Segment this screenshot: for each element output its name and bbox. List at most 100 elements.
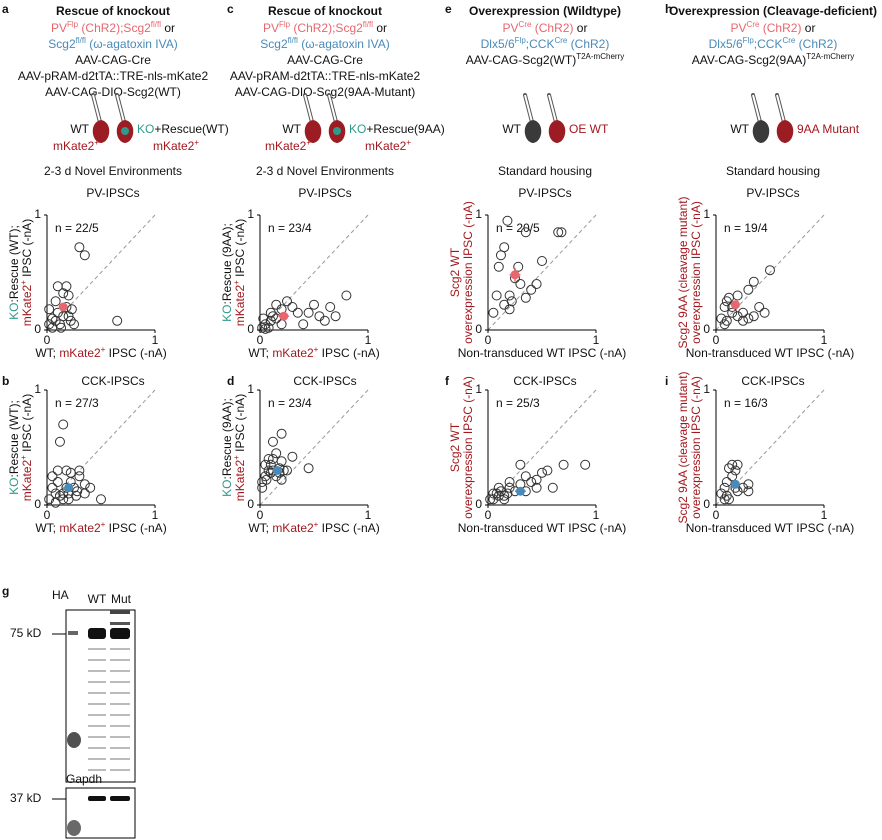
data-point — [303, 463, 314, 474]
panel-letter: a — [2, 2, 9, 16]
construct-line: Dlx5/6Flp;CCKCre (ChR2) — [481, 36, 610, 51]
panel-letter: i — [665, 374, 668, 388]
text-segment: or — [161, 21, 175, 35]
data-point — [738, 482, 748, 493]
y-tick-label: 1 — [475, 207, 482, 221]
text-segment: OE WT — [569, 122, 609, 136]
y-tick-label: 0 — [475, 497, 482, 511]
x-axis-label: WT; mKate2+ IPSC (-nA) — [35, 520, 166, 535]
data-point — [491, 290, 502, 301]
electrode-tip — [548, 94, 557, 123]
y-tick-label: 0 — [475, 322, 482, 336]
panel-subtitle: PV-IPSCs — [746, 186, 799, 200]
cell-sublabel: mKate2+ — [365, 138, 411, 153]
nucleus-marker — [121, 127, 129, 135]
text-segment: AAV-CAG-DIO-Scg2(WT) — [45, 85, 181, 99]
data-point — [52, 465, 63, 476]
x-axis-label: Non-transduced WT IPSC (-nA) — [686, 346, 855, 360]
data-point — [547, 482, 558, 493]
data-point — [748, 276, 759, 287]
text-segment: (ChR2);Scg2 — [78, 21, 151, 35]
data-point — [258, 313, 269, 324]
faint-band — [88, 769, 106, 771]
data-point — [271, 299, 282, 310]
data-point — [44, 494, 55, 505]
text-segment: + — [194, 138, 199, 147]
text-segment: + — [94, 138, 99, 147]
x-tick-label: 0 — [44, 333, 51, 347]
mean-point — [730, 300, 740, 310]
data-point — [721, 315, 732, 326]
mean-point — [58, 302, 68, 312]
y-axis-label: mKate2+ IPSC (-nA) — [232, 219, 247, 326]
data-point — [723, 494, 734, 505]
panel-letter: f — [445, 374, 450, 388]
faint-band — [88, 736, 106, 738]
data-point — [719, 494, 730, 505]
text-segment: + — [101, 520, 106, 529]
data-point — [63, 311, 74, 322]
electrode-tip — [776, 94, 785, 123]
condition: 2-3 d Novel Environments — [44, 164, 182, 178]
faint-band — [88, 681, 106, 683]
y-axis-label: mKate2+ IPSC (-nA) — [232, 394, 247, 501]
data-point — [748, 311, 759, 322]
construct-line: PVFlp (ChR2);Scg2fl/fl or — [51, 20, 175, 35]
faint-band — [110, 758, 130, 760]
x-tick-label: 1 — [365, 333, 372, 347]
data-point — [526, 477, 537, 487]
text-segment: Cre — [782, 36, 795, 45]
data-point — [298, 319, 309, 330]
text-segment: overexpression IPSC (-nA) — [461, 201, 475, 344]
text-segment: ;CCK — [754, 37, 783, 51]
electrode-tip — [92, 94, 101, 123]
text-segment: AAV-CAG-Scg2(WT) — [466, 53, 576, 67]
band — [88, 796, 106, 801]
text-segment: AAV-CAG-Cre — [287, 53, 363, 67]
text-segment: PV — [503, 21, 519, 35]
data-point — [580, 459, 591, 470]
y-axis-label: mKate2+ IPSC (-nA) — [19, 394, 34, 501]
text-segment: Non-transduced WT IPSC (-nA) — [686, 521, 855, 535]
text-segment: IPSC (-nA) — [233, 219, 247, 280]
condition: Standard housing — [498, 164, 592, 178]
data-point — [63, 290, 74, 301]
faint-band — [110, 659, 130, 661]
cell-label: OE WT — [569, 122, 609, 136]
y-axis-label: KO:Rescue (9AA); — [220, 223, 234, 322]
text-segment: KO — [137, 122, 154, 136]
cell-sublabel: mKate2+ — [53, 138, 99, 153]
x-axis-label: WT; mKate2+ IPSC (-nA) — [35, 345, 166, 360]
data-point — [267, 436, 278, 447]
data-point — [271, 448, 282, 459]
data-point — [504, 477, 515, 487]
data-point — [74, 471, 85, 482]
text-segment: or — [573, 21, 587, 35]
text-segment: :Rescue (9AA); — [220, 223, 234, 304]
faint-band — [110, 681, 130, 683]
data-point — [732, 311, 743, 322]
unity-line — [46, 214, 156, 331]
text-segment: Non-transduced WT IPSC (-nA) — [686, 346, 855, 360]
data-point — [257, 482, 268, 493]
text-segment: + — [314, 345, 319, 354]
y-tick-label: 0 — [247, 497, 254, 511]
electrode-tip — [304, 94, 313, 123]
data-point — [112, 315, 123, 326]
y-tick-label: 1 — [247, 382, 254, 396]
text-segment: + — [314, 520, 319, 529]
electrode-tip — [116, 94, 125, 123]
text-segment: IPSC (-nA) — [20, 219, 34, 280]
text-segment: or — [801, 21, 815, 35]
n-label: n = 16/3 — [724, 396, 768, 410]
data-point — [58, 288, 69, 299]
text-segment: mKate2 — [20, 460, 34, 502]
construct-line: AAV-CAG-Scg2(9AA)T2A-mCherry — [692, 52, 855, 67]
text-segment: PV — [51, 21, 67, 35]
text-segment: mKate2 — [153, 139, 195, 153]
data-point — [504, 482, 515, 493]
data-point — [493, 482, 504, 493]
data-point — [96, 494, 106, 505]
text-segment: Cre — [519, 20, 532, 29]
faint-band — [88, 747, 106, 749]
